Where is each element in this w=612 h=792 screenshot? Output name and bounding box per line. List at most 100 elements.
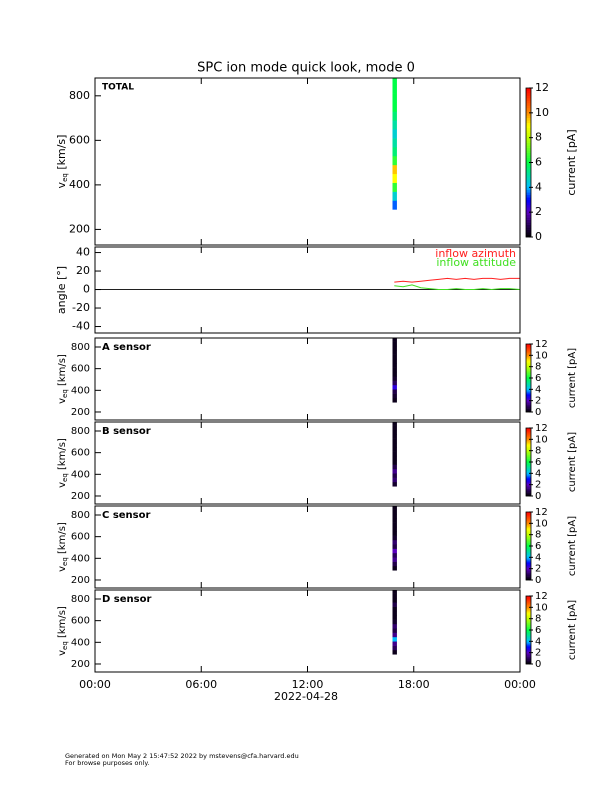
legend-entry: inflow attitude — [436, 256, 516, 269]
spectrogram-cell — [392, 526, 397, 532]
colorbar-cell — [526, 639, 531, 641]
colorbar-cell — [526, 351, 531, 354]
colorbar-cell — [526, 516, 531, 518]
colorbar-tick-label: 12 — [535, 591, 548, 602]
colorbar-cell — [526, 370, 531, 372]
colorbar-cell — [526, 606, 531, 608]
colorbar-cell — [526, 555, 531, 557]
spectrogram-cell — [392, 120, 397, 130]
colorbar-tick-label: 0 — [535, 659, 541, 670]
colorbar-cell — [526, 538, 531, 540]
colorbar-cell — [526, 150, 531, 153]
panel-label: D sensor — [102, 594, 151, 605]
spectrogram-cell — [392, 371, 397, 377]
colorbar-cell — [526, 410, 531, 413]
colorbar-cell — [526, 353, 531, 355]
colorbar-cell — [526, 551, 531, 554]
colorbar-cell — [526, 132, 531, 136]
colorbar-cell — [526, 565, 531, 567]
colorbar-cell — [526, 649, 531, 651]
colorbar-cell — [526, 475, 531, 478]
colorbar-cell — [526, 635, 531, 638]
colorbar-cell — [526, 599, 531, 601]
spectrogram-cell — [392, 429, 397, 435]
colorbar-cell — [526, 549, 531, 551]
colorbar-cell — [526, 349, 531, 352]
spectrogram-cell — [392, 513, 397, 519]
colorbar-cell — [526, 633, 531, 635]
spectrogram-cell — [392, 561, 397, 567]
colorbar-cell — [526, 355, 531, 357]
colorbar-tick-label: 10 — [535, 106, 549, 119]
colorbar-cell — [526, 361, 531, 363]
colorbar-cell — [526, 389, 531, 391]
colorbar-cell — [526, 558, 531, 560]
colorbar-cell — [526, 552, 531, 555]
colorbar-cell — [526, 130, 531, 133]
colorbar-cell — [526, 232, 531, 235]
colorbar-cell — [526, 373, 531, 375]
spectrogram-cell — [392, 422, 397, 426]
spectrogram-cell — [392, 363, 397, 368]
colorbar-cell — [526, 463, 531, 465]
colorbar-cell — [526, 482, 531, 484]
panel-label: A sensor — [102, 342, 151, 353]
colorbar-tick-label: 4 — [535, 552, 541, 563]
spectrogram-cell — [392, 481, 397, 487]
colorbar-cell — [526, 454, 531, 456]
colorbar-cell — [526, 636, 531, 639]
colorbar-cell — [526, 456, 531, 458]
spectrogram-cell — [392, 442, 397, 448]
y-tick-label: 400 — [71, 553, 90, 564]
colorbar-cell — [526, 234, 531, 238]
colorbar-cell — [526, 358, 531, 361]
colorbar-cell — [526, 648, 531, 650]
plot-frame — [94, 505, 521, 589]
colorbar-cell — [526, 404, 531, 406]
panel-label: C sensor — [102, 510, 150, 521]
colorbar-tick-label: 4 — [535, 468, 541, 479]
plot-frame — [94, 421, 521, 505]
colorbar-cell — [526, 189, 531, 193]
colorbar-cell — [526, 567, 531, 569]
y-tick-label: 800 — [71, 510, 90, 521]
colorbar-cell — [526, 647, 531, 649]
y-tick-label: 200 — [71, 659, 90, 670]
spectrogram-cell — [392, 464, 397, 470]
spectrogram-cell — [392, 376, 397, 381]
y-tick-label: 800 — [71, 426, 90, 437]
y-label-main: v — [57, 482, 68, 488]
colorbar-tick-label: 10 — [535, 350, 548, 361]
spectrogram-cell — [392, 384, 397, 390]
colorbar-cell — [526, 660, 531, 663]
colorbar-cell — [526, 455, 531, 457]
colorbar-cell — [526, 430, 531, 432]
spectrogram-cell — [392, 623, 397, 629]
spectrogram-cell — [392, 182, 397, 192]
colorbar-cell — [526, 625, 531, 627]
y-tick-label: 400 — [69, 178, 90, 191]
colorbar-cell — [526, 364, 531, 366]
colorbar-cell — [526, 363, 531, 365]
colorbar-cell — [526, 519, 531, 522]
colorbar-cell — [526, 362, 531, 364]
colorbar-cell — [526, 596, 531, 598]
colorbar-cell — [526, 174, 531, 178]
colorbar-cell — [526, 473, 531, 475]
x-tick-label: 00:00 — [504, 678, 536, 691]
colorbar-cell — [526, 212, 531, 215]
colorbar-cell — [526, 563, 531, 565]
colorbar-cell — [526, 480, 531, 482]
panel: 200 400 600 800 veq [km/s] TOTAL 0 2 4 6 8 10 12 curr… — [55, 77, 578, 246]
chart-title: SPC ion mode quick look, mode 0 — [197, 61, 415, 76]
colorbar-tick-label: 8 — [535, 131, 542, 144]
y-label-unit: [km/s] — [57, 522, 68, 557]
colorbar-cell — [526, 561, 531, 564]
colorbar-cell — [526, 658, 531, 660]
spectrogram-cell — [392, 338, 397, 342]
colorbar-cell — [526, 524, 531, 526]
y-tick-label: 40 — [76, 246, 90, 259]
colorbar-cell — [526, 92, 531, 96]
colorbar-cell — [526, 479, 531, 481]
colorbar-cell — [526, 442, 531, 445]
